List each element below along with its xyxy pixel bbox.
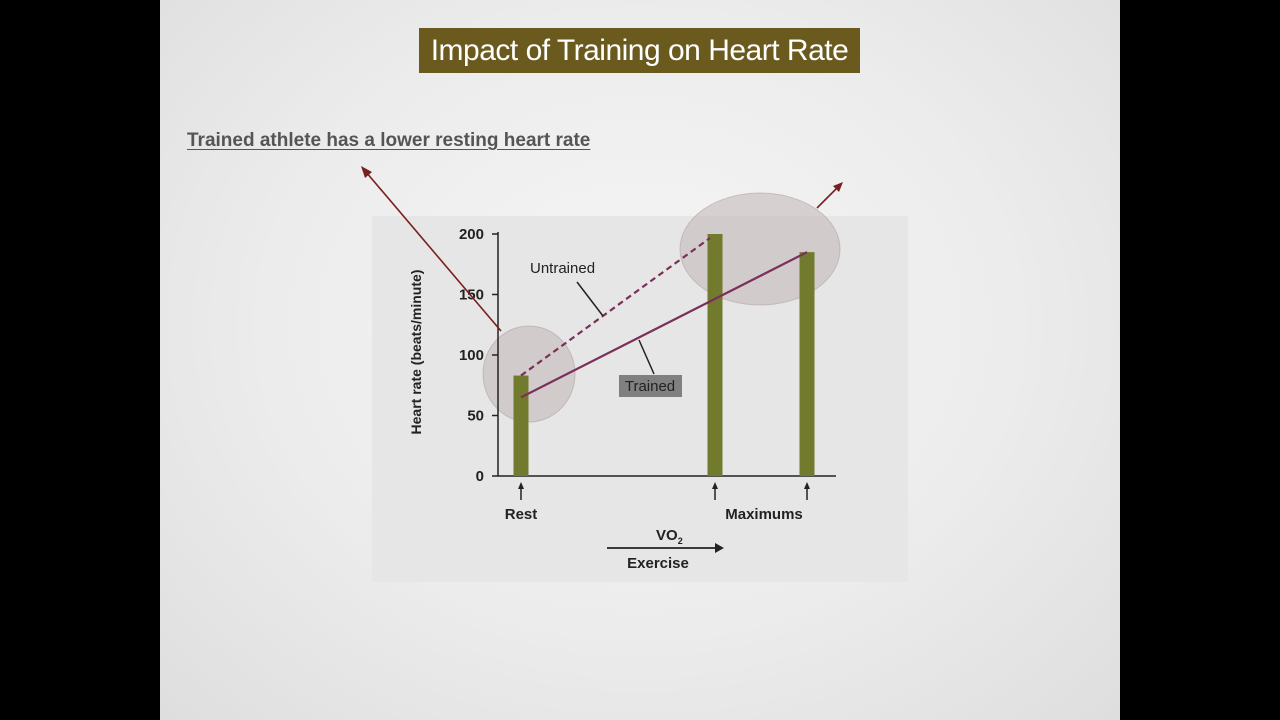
maximum-untrained-pointer-arrow-head [712,482,718,489]
annotation-arrow-left [365,171,502,332]
slide-title: Impact of Training on Heart Rate [419,28,860,73]
untrained-series-line [520,237,711,377]
untrained-leader-line [576,281,604,317]
exercise-arrow-head [715,543,724,553]
annotation-arrow-left-head [361,166,372,178]
untrained-series-label: Untrained [530,260,595,277]
y-tick-label: 150 [459,287,484,304]
trained-series-line [520,251,808,399]
heart-rate-chart: 0 50 100 150 200 Untrained Trained Heart rate … [361,166,908,582]
x-axis-title-subscript: 2 [678,536,683,546]
rest-pointer-arrow-head [518,482,524,489]
maximum-highlight-circle [679,192,841,306]
y-tick-label: 0 [476,468,484,485]
y-tick-label: 50 [467,408,484,425]
maximum-trained-pointer-arrow-head [804,482,810,489]
trained-label-background [619,375,682,397]
bar [799,252,815,476]
x-category-label-maximums: Maximums [725,506,803,523]
x-category-label-rest: Rest [505,506,538,523]
y-tick-label: 100 [459,347,484,364]
bar [513,375,529,476]
trained-series-label: Trained [625,378,675,395]
x-axis-title-exercise: Exercise [627,555,689,572]
annotation-arrow-right-head [833,182,843,192]
y-tick-label: 200 [459,226,484,243]
y-axis-title: Heart rate (beats/minute) [408,270,424,435]
annotation-arrow-right [816,185,840,209]
bar [707,234,723,476]
trained-leader-line [638,339,655,375]
rest-highlight-circle [482,325,576,423]
slide-subtitle: Trained athlete has a lower resting hear… [187,130,591,151]
x-axis-title-vo2: VO2 [656,527,683,546]
slide: Impact of Training on Heart Rate Trained… [160,0,1120,720]
